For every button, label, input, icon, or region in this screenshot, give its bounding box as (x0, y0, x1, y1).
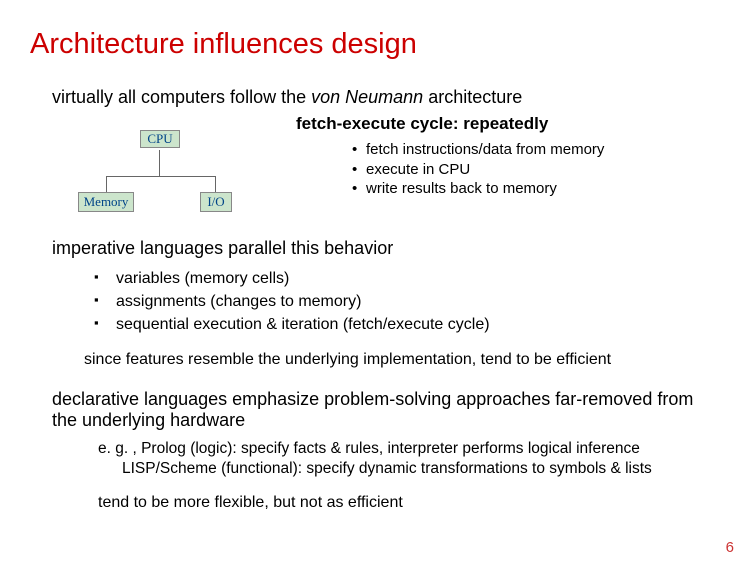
list-item: assignments (changes to memory) (94, 290, 726, 313)
diagram-connector (159, 150, 160, 176)
fetch-execute-title: fetch-execute cycle: repeatedly (296, 114, 604, 134)
declarative-note: tend to be more flexible, but not as eff… (98, 494, 726, 512)
declarative-examples: e. g. , Prolog (logic): specify facts & … (98, 439, 726, 481)
imperative-list: variables (memory cells) assignments (ch… (94, 267, 726, 337)
diagram-and-fetch-row: CPU Memory I/O fetch-execute cycle: repe… (78, 114, 726, 220)
fetch-execute-list: fetch instructions/data from memory exec… (352, 140, 604, 199)
imperative-heading: imperative languages parallel this behav… (52, 238, 726, 259)
slide-title: Architecture influences design (30, 28, 726, 61)
diagram-io-box: I/O (200, 192, 232, 212)
list-item: fetch instructions/data from memory (352, 140, 604, 160)
diagram-memory-box: Memory (78, 192, 134, 212)
diagram-connector (106, 176, 107, 192)
list-item: write results back to memory (352, 179, 604, 199)
example-lisp: LISP/Scheme (functional): specify dynami… (122, 459, 696, 480)
intro-line: virtually all computers follow the von N… (52, 87, 726, 108)
list-item: sequential execution & iteration (fetch/… (94, 313, 726, 336)
intro-italic: von Neumann (311, 87, 423, 107)
intro-prefix: virtually all computers follow the (52, 87, 311, 107)
diagram-connector (215, 176, 216, 192)
imperative-note: since features resemble the underlying i… (84, 351, 726, 369)
list-item: variables (memory cells) (94, 267, 726, 290)
diagram-connector (106, 176, 216, 177)
von-neumann-diagram: CPU Memory I/O (78, 130, 248, 220)
fetch-execute-block: fetch-execute cycle: repeatedly fetch in… (296, 114, 604, 199)
page-number: 6 (726, 539, 734, 556)
list-item: execute in CPU (352, 160, 604, 180)
declarative-heading: declarative languages emphasize problem-… (52, 389, 726, 431)
intro-suffix: architecture (423, 87, 522, 107)
slide-body: Architecture influences design virtually… (0, 0, 756, 512)
diagram-cpu-box: CPU (140, 130, 180, 148)
example-prolog: e. g. , Prolog (logic): specify facts & … (98, 439, 696, 460)
